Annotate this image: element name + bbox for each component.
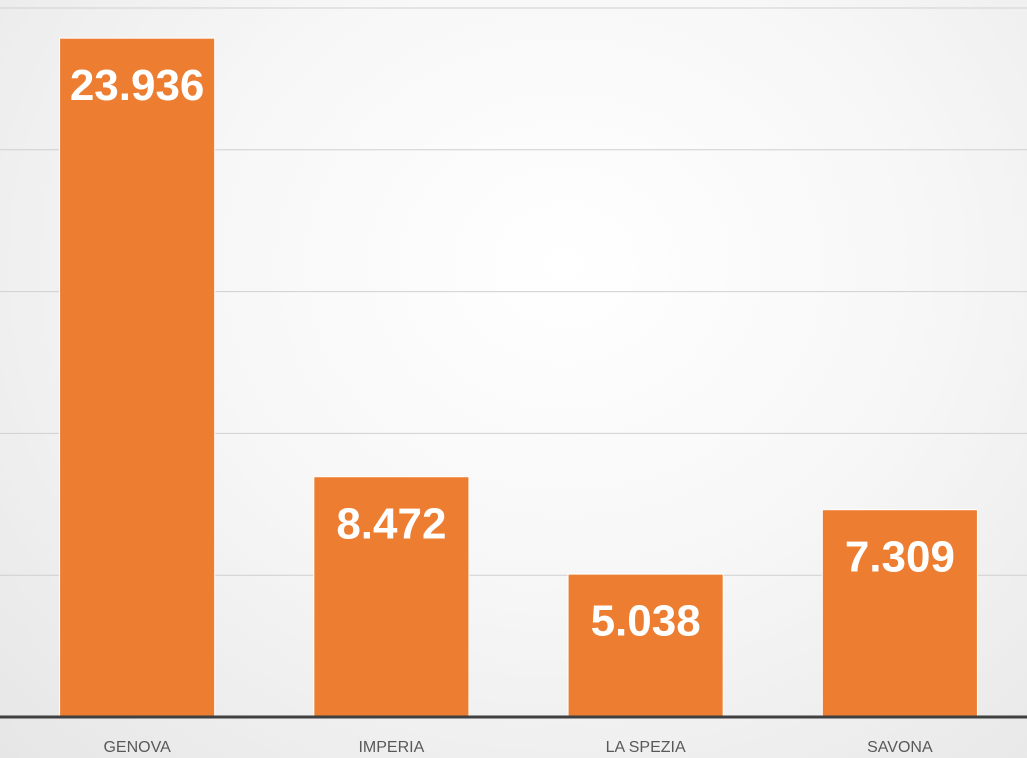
x-tick-label: LA SPEZIA (606, 739, 686, 756)
value-label: 23.936 (70, 61, 205, 110)
x-tick-label: IMPERIA (358, 739, 424, 756)
x-tick-label: GENOVA (103, 739, 171, 756)
value-label: 7.309 (845, 532, 955, 581)
bar (59, 37, 216, 718)
value-label: 8.472 (336, 499, 446, 548)
bar (821, 509, 978, 718)
bar (567, 573, 724, 718)
x-tick-label: SAVONA (867, 739, 933, 756)
value-label: 5.038 (591, 597, 701, 646)
bar (313, 476, 470, 718)
